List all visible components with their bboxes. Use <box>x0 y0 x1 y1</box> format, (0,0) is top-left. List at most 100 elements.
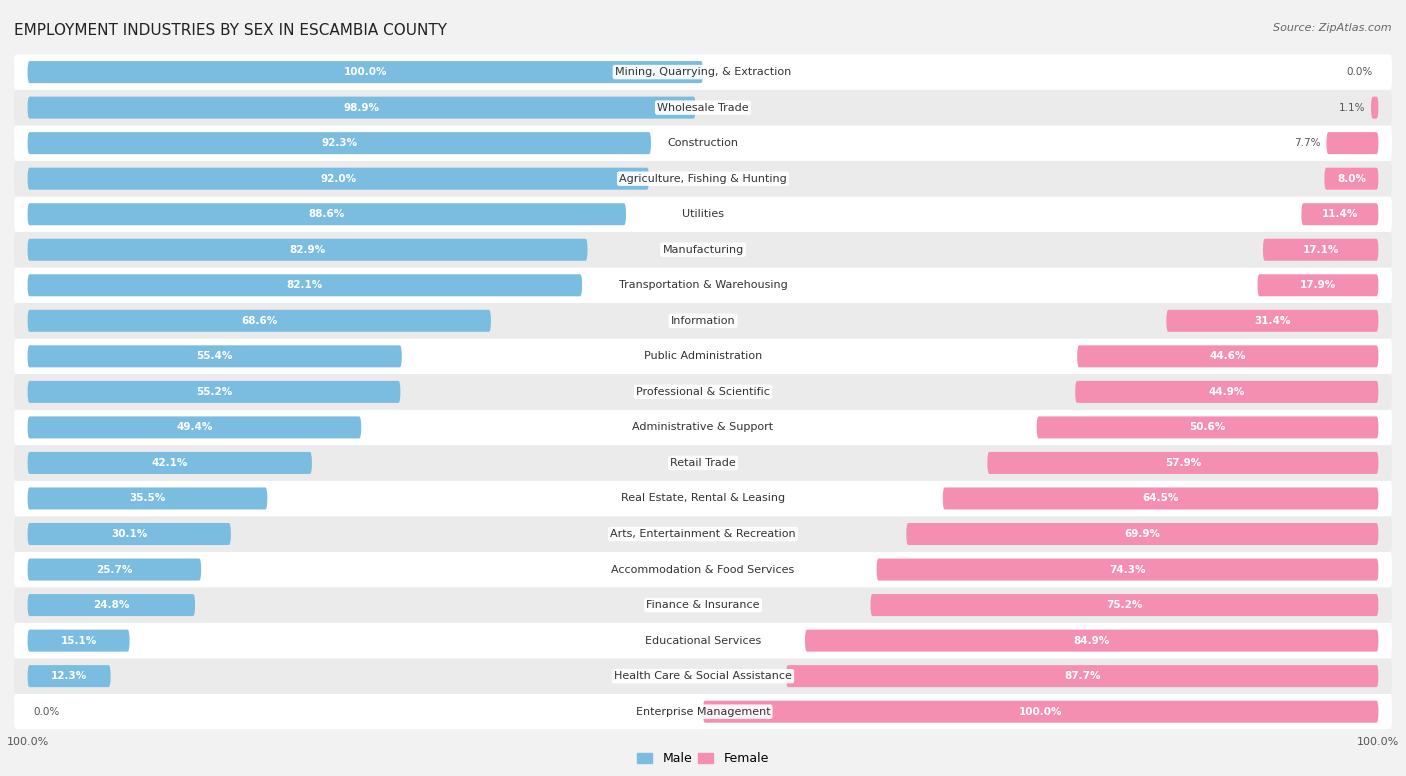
Text: 100.0%: 100.0% <box>7 737 49 747</box>
FancyBboxPatch shape <box>14 126 1392 161</box>
Text: 68.6%: 68.6% <box>240 316 277 326</box>
FancyBboxPatch shape <box>14 516 1392 552</box>
Legend: Male, Female: Male, Female <box>633 747 773 771</box>
FancyBboxPatch shape <box>28 487 267 510</box>
FancyBboxPatch shape <box>28 417 361 438</box>
Text: 49.4%: 49.4% <box>176 422 212 432</box>
FancyBboxPatch shape <box>28 239 588 261</box>
FancyBboxPatch shape <box>28 274 582 296</box>
Text: 0.0%: 0.0% <box>32 707 59 717</box>
Text: Educational Services: Educational Services <box>645 636 761 646</box>
Text: Arts, Entertainment & Recreation: Arts, Entertainment & Recreation <box>610 529 796 539</box>
FancyBboxPatch shape <box>28 665 111 688</box>
Text: Accommodation & Food Services: Accommodation & Food Services <box>612 565 794 574</box>
Text: 11.4%: 11.4% <box>1322 210 1358 219</box>
FancyBboxPatch shape <box>870 594 1378 616</box>
Text: Wholesale Trade: Wholesale Trade <box>657 102 749 113</box>
Text: 88.6%: 88.6% <box>309 210 344 219</box>
FancyBboxPatch shape <box>987 452 1378 474</box>
Text: 0.0%: 0.0% <box>1347 67 1374 77</box>
FancyBboxPatch shape <box>28 452 312 474</box>
Text: 84.9%: 84.9% <box>1074 636 1109 646</box>
FancyBboxPatch shape <box>14 658 1392 694</box>
Text: 82.1%: 82.1% <box>287 280 323 290</box>
FancyBboxPatch shape <box>14 90 1392 126</box>
Text: 35.5%: 35.5% <box>129 494 166 504</box>
FancyBboxPatch shape <box>28 96 696 119</box>
Text: Real Estate, Rental & Leasing: Real Estate, Rental & Leasing <box>621 494 785 504</box>
Text: 100.0%: 100.0% <box>1357 737 1399 747</box>
Text: 92.0%: 92.0% <box>321 174 356 184</box>
Text: 75.2%: 75.2% <box>1107 600 1143 610</box>
Text: Professional & Scientific: Professional & Scientific <box>636 387 770 397</box>
Text: 92.3%: 92.3% <box>321 138 357 148</box>
Text: Transportation & Warehousing: Transportation & Warehousing <box>619 280 787 290</box>
FancyBboxPatch shape <box>28 559 201 580</box>
Text: Source: ZipAtlas.com: Source: ZipAtlas.com <box>1274 23 1392 33</box>
FancyBboxPatch shape <box>14 196 1392 232</box>
FancyBboxPatch shape <box>1257 274 1378 296</box>
Text: 87.7%: 87.7% <box>1064 671 1101 681</box>
Text: 31.4%: 31.4% <box>1254 316 1291 326</box>
FancyBboxPatch shape <box>14 623 1392 658</box>
Text: 44.9%: 44.9% <box>1209 387 1244 397</box>
Text: EMPLOYMENT INDUSTRIES BY SEX IN ESCAMBIA COUNTY: EMPLOYMENT INDUSTRIES BY SEX IN ESCAMBIA… <box>14 23 447 38</box>
FancyBboxPatch shape <box>14 374 1392 410</box>
Text: 50.6%: 50.6% <box>1189 422 1226 432</box>
FancyBboxPatch shape <box>14 410 1392 445</box>
FancyBboxPatch shape <box>1076 381 1378 403</box>
Text: 8.0%: 8.0% <box>1337 174 1365 184</box>
FancyBboxPatch shape <box>14 445 1392 480</box>
FancyBboxPatch shape <box>14 587 1392 623</box>
Text: 57.9%: 57.9% <box>1164 458 1201 468</box>
FancyBboxPatch shape <box>806 629 1378 652</box>
FancyBboxPatch shape <box>28 168 650 189</box>
FancyBboxPatch shape <box>703 701 1378 722</box>
FancyBboxPatch shape <box>1324 168 1378 189</box>
FancyBboxPatch shape <box>1263 239 1378 261</box>
FancyBboxPatch shape <box>28 310 491 332</box>
FancyBboxPatch shape <box>14 338 1392 374</box>
FancyBboxPatch shape <box>907 523 1378 545</box>
Text: 100.0%: 100.0% <box>1019 707 1063 717</box>
FancyBboxPatch shape <box>28 594 195 616</box>
Text: Mining, Quarrying, & Extraction: Mining, Quarrying, & Extraction <box>614 67 792 77</box>
Text: 7.7%: 7.7% <box>1295 138 1322 148</box>
Text: 44.6%: 44.6% <box>1209 352 1246 362</box>
Text: Enterprise Management: Enterprise Management <box>636 707 770 717</box>
Text: 55.4%: 55.4% <box>197 352 233 362</box>
Text: Health Care & Social Assistance: Health Care & Social Assistance <box>614 671 792 681</box>
FancyBboxPatch shape <box>14 303 1392 338</box>
Text: Utilities: Utilities <box>682 210 724 219</box>
Text: Public Administration: Public Administration <box>644 352 762 362</box>
FancyBboxPatch shape <box>14 480 1392 516</box>
Text: Manufacturing: Manufacturing <box>662 244 744 255</box>
FancyBboxPatch shape <box>943 487 1378 510</box>
FancyBboxPatch shape <box>1167 310 1378 332</box>
Text: 12.3%: 12.3% <box>51 671 87 681</box>
FancyBboxPatch shape <box>876 559 1378 580</box>
FancyBboxPatch shape <box>28 345 402 367</box>
FancyBboxPatch shape <box>14 552 1392 587</box>
FancyBboxPatch shape <box>1326 132 1378 154</box>
FancyBboxPatch shape <box>14 54 1392 90</box>
Text: 74.3%: 74.3% <box>1109 565 1146 574</box>
Text: 100.0%: 100.0% <box>343 67 387 77</box>
Text: Information: Information <box>671 316 735 326</box>
FancyBboxPatch shape <box>1077 345 1378 367</box>
Text: Construction: Construction <box>668 138 738 148</box>
FancyBboxPatch shape <box>28 203 626 225</box>
Text: 24.8%: 24.8% <box>93 600 129 610</box>
FancyBboxPatch shape <box>1036 417 1378 438</box>
Text: 98.9%: 98.9% <box>343 102 380 113</box>
Text: 82.9%: 82.9% <box>290 244 326 255</box>
Text: 17.9%: 17.9% <box>1301 280 1336 290</box>
Text: Administrative & Support: Administrative & Support <box>633 422 773 432</box>
Text: 25.7%: 25.7% <box>96 565 132 574</box>
FancyBboxPatch shape <box>786 665 1378 688</box>
Text: 17.1%: 17.1% <box>1302 244 1339 255</box>
Text: 55.2%: 55.2% <box>195 387 232 397</box>
Text: 64.5%: 64.5% <box>1143 494 1178 504</box>
Text: Retail Trade: Retail Trade <box>671 458 735 468</box>
FancyBboxPatch shape <box>28 629 129 652</box>
